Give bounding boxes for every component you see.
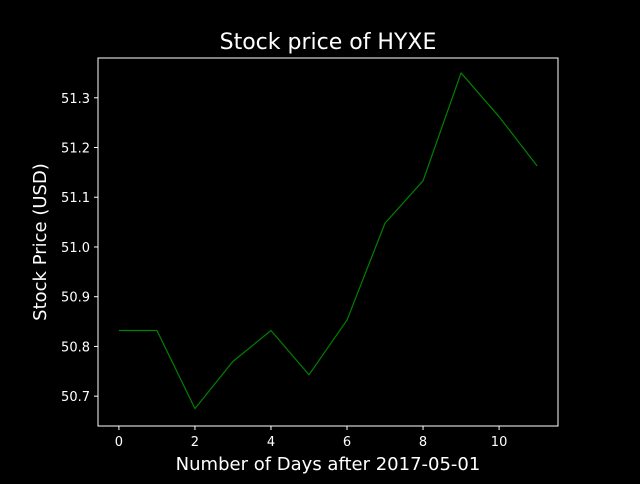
y-tick-label: 50.8 [61,340,90,355]
y-tick-label: 50.9 [61,291,90,306]
series-line [118,72,538,410]
x-tick-label: 10 [491,435,508,450]
plot-frame [97,57,559,427]
y-axis-label: Stock Price (USD) [30,163,51,321]
x-tick-label: 6 [343,435,351,450]
y-tick-label: 51.0 [61,241,90,256]
x-tick-label: 0 [115,435,123,450]
x-axis-ticks: 0 2 4 6 8 10 [115,426,508,450]
x-tick-label: 8 [419,435,427,450]
chart-title: Stock price of HYXE [220,30,437,55]
y-tick-label: 51.1 [61,191,90,206]
x-tick-label: 4 [267,435,275,450]
y-tick-label: 51.2 [61,142,90,157]
x-tick-label: 2 [191,435,199,450]
plot-area: 0 2 4 6 8 10 50.7 50.8 50.9 51.0 51.1 51.2 51.3 [61,57,559,450]
series-layer [118,72,538,410]
x-axis-label: Number of Days after 2017-05-01 [176,454,481,475]
y-axis-ticks: 50.7 50.8 50.9 51.0 51.1 51.2 51.3 [61,92,98,405]
y-tick-label: 50.7 [61,390,90,405]
y-tick-label: 51.3 [61,92,90,107]
